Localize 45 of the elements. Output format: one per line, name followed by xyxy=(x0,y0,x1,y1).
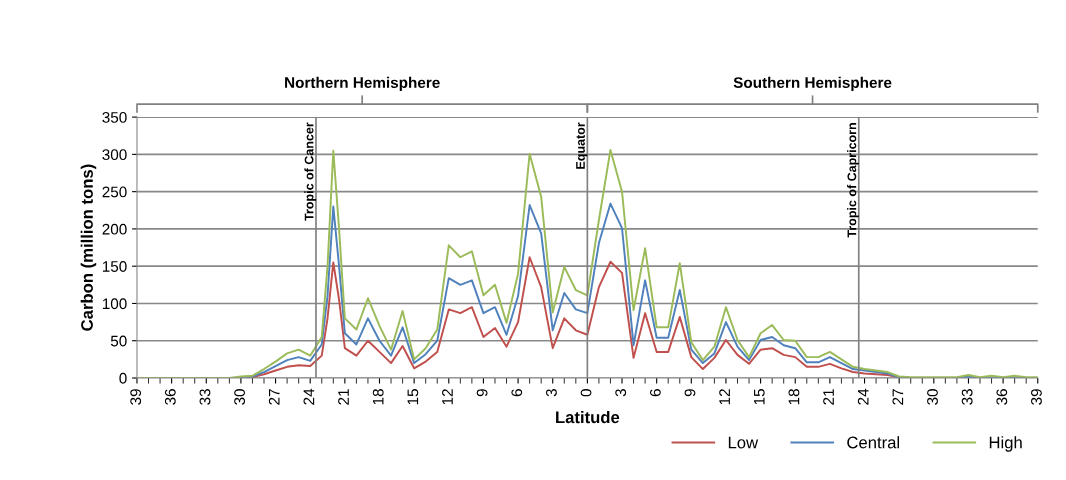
text: Southern Hemisphere xyxy=(733,76,892,92)
x-tick-label: 33 xyxy=(199,389,211,405)
legend-label: Low xyxy=(728,436,759,449)
x-tick-label: 15 xyxy=(407,389,419,405)
y-tick-label: 300 xyxy=(102,149,127,161)
ref-line-label: Tropic of Cancer xyxy=(304,122,316,221)
y-tick-label: 350 xyxy=(102,111,127,123)
x-tick-label: 33 xyxy=(961,389,973,405)
x-tick-label: 3 xyxy=(546,389,557,397)
x-tick-label: 12 xyxy=(442,389,453,405)
x-tick-label: 36 xyxy=(164,389,176,405)
legend-label: High xyxy=(989,436,1022,452)
x-tick-label: 0 xyxy=(580,389,592,397)
y-tick-label: 50 xyxy=(110,335,127,347)
y-tick-label: 150 xyxy=(102,261,127,272)
x-tick-label: 9 xyxy=(684,389,696,397)
x-tick-label: 18 xyxy=(788,389,800,405)
x-tick-label: 6 xyxy=(649,389,661,397)
x-tick-label: 3 xyxy=(615,389,627,397)
ref-line-label: Tropic of Capricorn xyxy=(847,123,859,238)
ref-line-label: Equator xyxy=(576,122,588,169)
x-tick-label: 30 xyxy=(234,389,246,405)
x-tick-label: 24 xyxy=(857,388,869,405)
x-tick-label: 39 xyxy=(1031,389,1042,405)
x-tick-label: 27 xyxy=(892,389,904,405)
y-tick-label: 100 xyxy=(102,298,127,310)
x-tick-label: 30 xyxy=(927,389,938,405)
x-tick-label: 36 xyxy=(996,389,1008,405)
legend-label: Central xyxy=(847,436,900,449)
x-tick-label: 18 xyxy=(372,389,384,405)
x-tick-label: 15 xyxy=(754,389,765,405)
y-tick-label: 250 xyxy=(102,186,127,198)
x-tick-label: 21 xyxy=(823,389,834,405)
y-axis-title: Carbon (million tons) xyxy=(80,164,97,331)
x-tick-label: 12 xyxy=(719,389,730,405)
x-axis-title: Latitude xyxy=(556,410,620,424)
x-tick-label: 39 xyxy=(130,389,142,405)
text: Northern Hemisphere xyxy=(285,76,440,92)
x-tick-label: 24 xyxy=(303,388,315,405)
y-tick-label: 200 xyxy=(102,223,127,235)
y-tick-label: 0 xyxy=(119,372,127,384)
x-tick-label: 27 xyxy=(268,389,280,405)
x-tick-label: 9 xyxy=(476,389,488,397)
x-tick-label: 21 xyxy=(338,389,349,405)
x-tick-label: 6 xyxy=(511,389,523,397)
